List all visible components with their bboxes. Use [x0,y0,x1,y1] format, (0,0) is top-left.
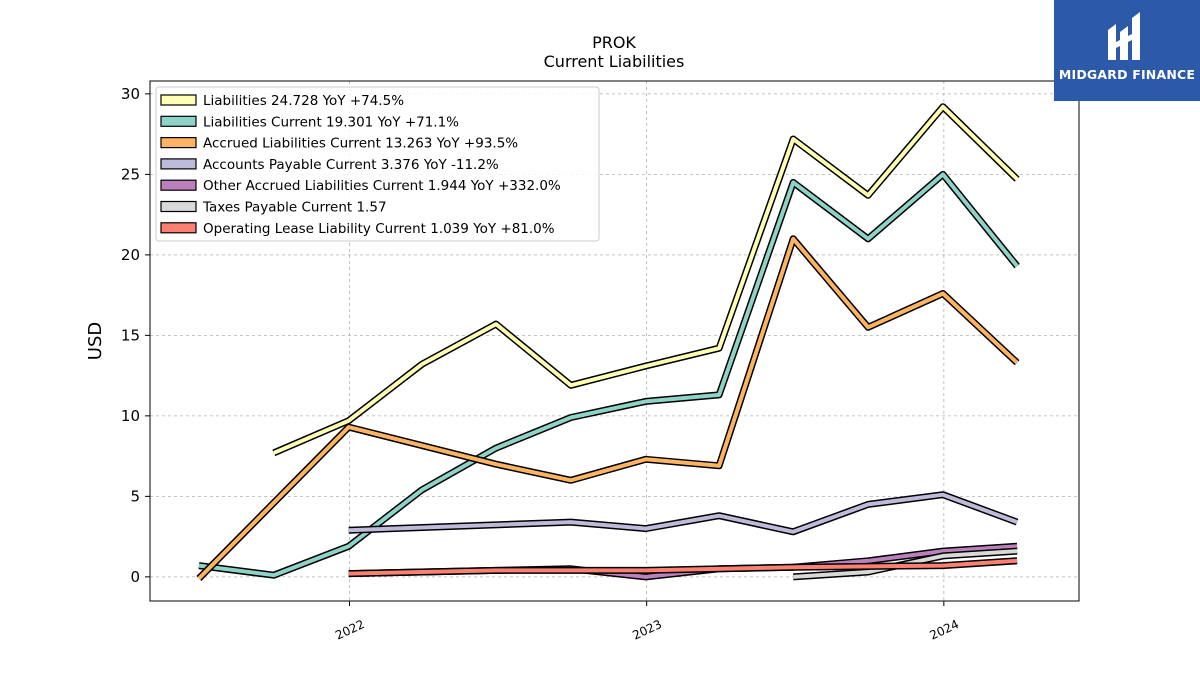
series-lines [196,103,1020,581]
y-axis: 0 5 10 15 20 25 30 [121,85,150,586]
y-tick-label: 0 [130,568,140,586]
legend-swatch-accounts-payable-current [160,158,197,170]
plot-frame [149,80,1080,602]
legend-entry-accrued-liabilities-current: Accrued Liabilities Current 13.263 YoY +… [203,136,518,152]
y-axis-label: USD [85,322,106,360]
chart-title: PROK [592,33,636,52]
y-tick-label: 10 [121,407,140,425]
legend-swatch-other-accrued-liabilities-current [160,179,197,191]
legend-swatch-liabilities-current [160,115,197,127]
series-line-operating-lease-liability-current [348,558,1018,576]
y-tick-label: 15 [121,326,140,344]
y-tick-label: 5 [130,487,140,505]
series-line-liabilities-current [198,172,1019,578]
legend-swatch-taxes-payable-current [160,200,197,213]
x-tick-label: 2022 [333,617,367,643]
legend-entry-operating-lease-liability-current: Operating Lease Liability Current 1.039 … [203,221,555,237]
legend-entry-other-accrued-liabilities-current: Other Accrued Liabilities Current 1.944 … [203,178,561,194]
legend-box [155,86,600,242]
y-tick-label: 25 [121,165,140,183]
series-line-accounts-payable-current [348,492,1018,534]
legend-swatch-liabilities [160,94,197,106]
x-tick-label: 2023 [630,617,664,643]
legend-entry-liabilities: Liabilities 24.728 YoY +74.5% [203,93,404,109]
brand-logo-icon [1108,12,1140,60]
x-axis: 2022 2023 2024 [333,601,961,643]
legend: Liabilities 24.728 YoY +74.5% Liabilities… [155,86,600,242]
legend-entry-liabilities-current: Liabilities Current 19.301 YoY +71.1% [203,114,459,130]
legend-entry-taxes-payable-current: Taxes Payable Current 1.57 [202,200,387,216]
legend-entry-accounts-payable-current: Accounts Payable Current 3.376 YoY -11.2… [203,157,499,173]
legend-swatch-operating-lease-liability-current [160,222,197,234]
series-line-accrued-liabilities-current [197,236,1019,580]
y-tick-label: 30 [121,85,140,103]
brand-name: MIDGARD FINANCE [1058,67,1196,82]
x-tick-label: 2024 [928,617,962,643]
series-line-liabilities [273,104,1019,455]
brand-logo: MIDGARD FINANCE [1054,0,1200,101]
y-tick-label: 20 [121,246,140,264]
legend-swatch-accrued-liabilities-current [160,137,197,149]
chart-subtitle: Current Liabilities [544,52,685,71]
